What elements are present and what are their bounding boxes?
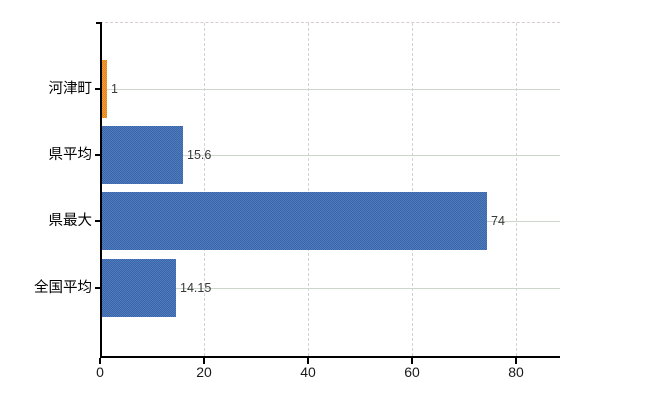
x-axis-tick [203,358,205,364]
y-axis-category-label: 全国平均 [34,280,92,296]
y-axis-category-label: 河津町 [48,81,93,97]
y-axis-top-cap [96,22,100,24]
y-axis-tick [95,88,100,90]
y-axis-line [100,22,102,358]
x-axis-tick-label: 0 [96,364,104,380]
gridline-vertical [308,23,309,356]
x-axis-tick-label: 80 [508,364,524,380]
x-axis-tick [515,358,517,364]
bar-value-label: 15.6 [187,148,212,162]
gridline-vertical [412,23,413,356]
gridline-vertical [204,23,205,356]
plot-top-border [100,22,560,23]
gridline-horizontal [102,89,560,90]
x-axis-tick [307,358,309,364]
bar [102,192,487,250]
x-axis-tick-label: 40 [300,364,316,380]
x-axis-tick-label: 60 [404,364,420,380]
y-axis-category-label: 県最大 [48,213,93,229]
y-axis-tick [95,220,100,222]
bar-value-label: 74 [491,214,505,228]
y-axis-tick [95,154,100,156]
bar-value-label: 1 [111,82,118,96]
bar-value-label: 14.15 [180,281,212,295]
y-axis-category-label: 県平均 [48,147,93,163]
x-axis-tick [411,358,413,364]
y-axis-tick [95,287,100,289]
gridline-horizontal [102,155,560,156]
x-axis-tick [99,358,101,364]
x-axis-tick-label: 20 [196,364,212,380]
bar [102,259,176,317]
gridline-horizontal [102,288,560,289]
x-axis-line [100,356,560,358]
bar [102,126,183,184]
gridline-vertical [516,23,517,356]
bar [102,60,107,118]
